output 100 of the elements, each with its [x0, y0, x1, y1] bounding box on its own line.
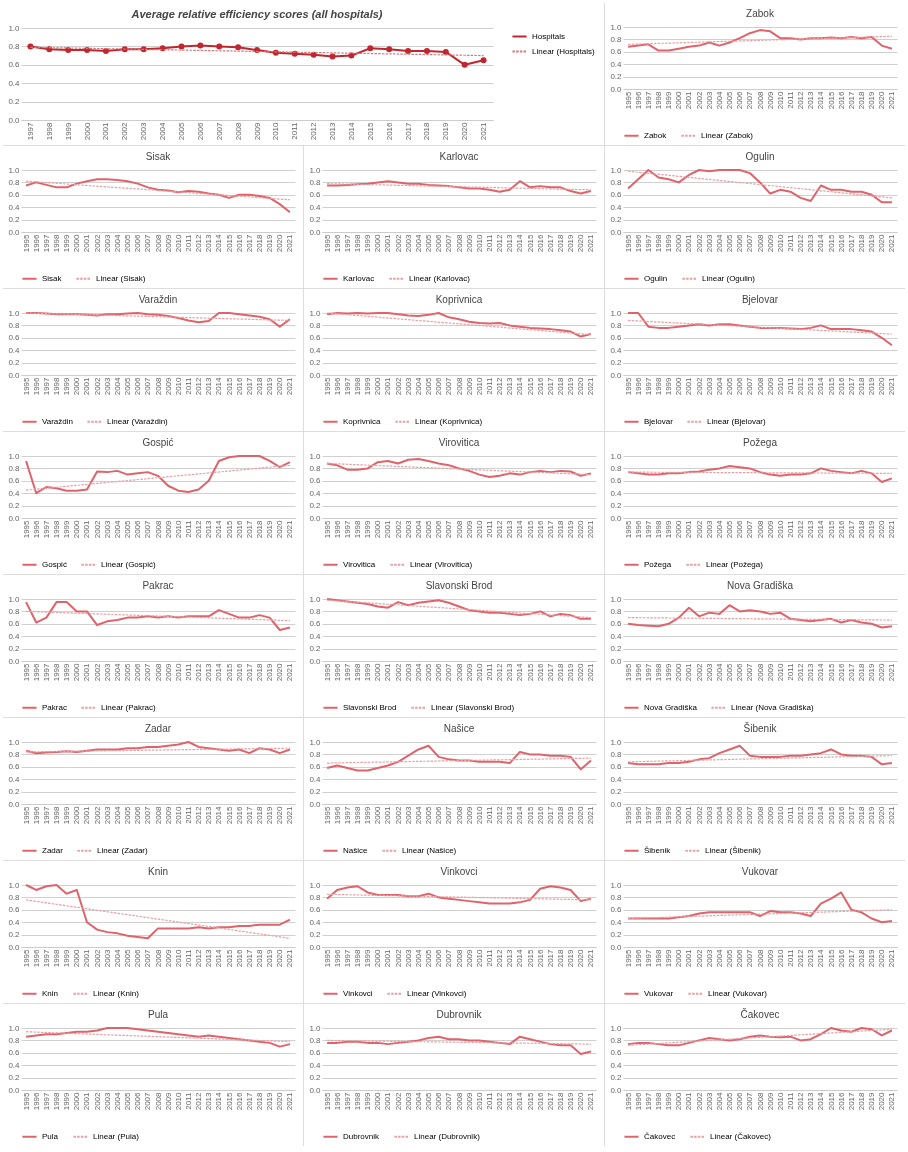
x-tick-label: 2005	[123, 1091, 133, 1111]
x-tick-label: 2004	[714, 662, 724, 682]
x-tick-label: 1997	[643, 805, 653, 825]
x-tick-label: 2001	[684, 519, 694, 539]
x-tick-label: 2019	[265, 233, 275, 253]
x-tick-label: 1999	[62, 948, 72, 968]
x-tick-label: 2004	[714, 948, 724, 968]
legend-label: Ogulin	[644, 273, 668, 283]
x-tick-label: 2005	[424, 805, 434, 825]
x-tick-label: 2021	[586, 1091, 596, 1111]
x-tick-label: 2003	[102, 1091, 112, 1111]
x-tick-label: 2016	[234, 948, 244, 968]
y-tick-label: 1.0	[309, 308, 322, 318]
legend-label: Bjelovar	[644, 416, 674, 426]
x-tick-label: 1996	[332, 948, 342, 968]
x-tick-label: 2008	[755, 90, 765, 110]
x-tick-label: 2010	[775, 805, 785, 825]
x-tick-label: 2000	[674, 90, 684, 110]
x-tick-label: 2012	[796, 805, 806, 825]
x-tick-label: 1996	[31, 233, 41, 253]
x-tick-label: 2000	[72, 1091, 82, 1111]
y-tick-label: 0.4	[8, 631, 21, 641]
x-tick-label: 2007	[745, 90, 755, 110]
x-tick-label: 2001	[383, 948, 393, 968]
legend-label: Linear (Karlovac)	[409, 273, 471, 283]
x-tick-label: 1998	[52, 805, 62, 825]
x-tick-label: 2008	[153, 1091, 163, 1111]
x-tick-label: 2017	[244, 948, 254, 968]
x-tick-label: 1999	[62, 519, 72, 539]
x-tick-label: 2008	[153, 662, 163, 682]
x-tick-label: 2014	[515, 519, 525, 539]
y-tick-label: 0.2	[8, 501, 21, 511]
x-tick-label: 2016	[535, 519, 545, 539]
x-tick-label: 2003	[403, 233, 413, 253]
x-tick-label: 2018	[856, 376, 866, 396]
x-tick-label: 2010	[173, 376, 183, 396]
y-tick-label: 0.8	[8, 41, 21, 51]
y-tick-label: 0.8	[8, 1035, 21, 1045]
x-tick-label: 1998	[52, 233, 62, 253]
x-tick-label: 2008	[454, 805, 464, 825]
x-tick-label: 2011	[785, 948, 795, 967]
x-tick-label: 2004	[413, 519, 423, 539]
x-tick-label: 2003	[704, 662, 714, 682]
x-tick-label: 2021	[887, 805, 897, 825]
y-tick-label: 0.2	[610, 787, 623, 797]
x-tick-label: 2007	[444, 376, 454, 396]
x-tick-label: 2008	[454, 519, 464, 539]
x-tick-label: 2010	[474, 948, 484, 968]
x-tick-label: 2004	[714, 805, 724, 825]
x-tick-label: 1998	[654, 519, 664, 539]
x-tick-label: 2009	[765, 376, 775, 396]
x-tick-label: 2006	[133, 233, 143, 253]
x-tick-label: 2005	[123, 233, 133, 253]
x-tick-label: 2003	[704, 376, 714, 396]
x-tick-label: 2020	[576, 1091, 586, 1111]
y-tick-label: 0.4	[8, 488, 21, 498]
x-tick-label: 2003	[403, 376, 413, 396]
x-tick-label: 2011	[785, 1091, 795, 1110]
x-tick-label: 1996	[633, 1091, 643, 1111]
x-tick-label: 2008	[153, 805, 163, 825]
y-tick-label: 0.8	[8, 606, 21, 616]
x-tick-label: 2006	[133, 376, 143, 396]
x-tick-label: 2016	[234, 1091, 244, 1111]
x-tick-label: 1995	[623, 662, 633, 682]
x-tick-label: 1999	[363, 948, 373, 968]
x-tick-label: 2014	[214, 233, 224, 253]
x-tick-label: 2000	[674, 948, 684, 968]
x-tick-label: 2016	[836, 376, 846, 396]
x-tick-label: 2021	[887, 662, 897, 682]
x-tick-label: 2008	[454, 948, 464, 968]
y-tick-label: 0.4	[309, 1060, 322, 1070]
x-tick-label: 1997	[643, 662, 653, 682]
legend-label: Linear (Hospitals)	[532, 46, 596, 56]
x-tick-label: 2001	[82, 662, 92, 682]
x-tick-label: 2008	[153, 948, 163, 968]
x-tick-label: 2001	[383, 376, 393, 396]
x-tick-label: 2012	[495, 519, 505, 539]
x-tick-label: 1999	[664, 519, 674, 539]
x-tick-label: 2012	[796, 519, 806, 539]
x-tick-label: 2007	[444, 1091, 454, 1111]
y-tick-label: 0.6	[309, 1048, 322, 1058]
x-tick-label: 1997	[342, 662, 352, 682]
legend-label: Linear (Knin)	[93, 988, 140, 998]
x-tick-label: 2003	[403, 948, 413, 968]
x-tick-label: 2014	[816, 90, 826, 110]
x-tick-label: 2002	[92, 519, 102, 539]
x-tick-label: 2000	[373, 1091, 383, 1111]
x-tick-label: 1999	[363, 519, 373, 539]
y-tick-label: 0.8	[309, 606, 322, 616]
x-tick-label: 2015	[525, 805, 535, 825]
chart-title: Našice	[443, 723, 475, 734]
y-tick-label: 0.6	[309, 905, 322, 915]
x-tick-label: 1998	[52, 519, 62, 539]
x-tick-label: 2007	[143, 233, 153, 253]
y-tick-label: 1.0	[610, 22, 623, 32]
y-tick-label: 0.8	[8, 749, 21, 759]
x-tick-label: 2005	[424, 662, 434, 682]
x-tick-label: 2002	[393, 662, 403, 682]
x-tick-label: 1995	[21, 519, 31, 539]
chart-title: Ogulin	[745, 151, 775, 162]
